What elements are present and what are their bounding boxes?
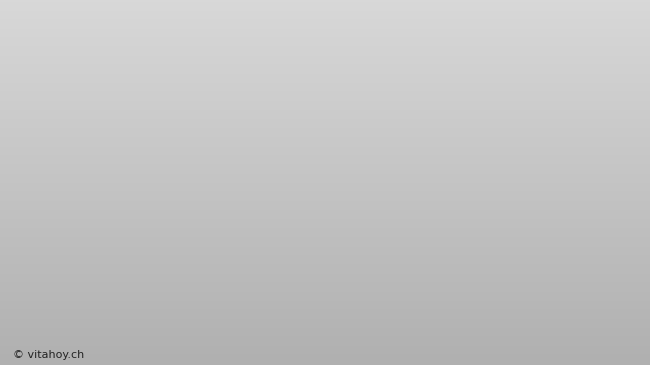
- Text: Glucides 84 %: Glucides 84 %: [277, 249, 564, 276]
- Text: Lipides 9 %: Lipides 9 %: [162, 135, 259, 161]
- Polygon shape: [191, 154, 273, 207]
- Polygon shape: [273, 154, 292, 207]
- Polygon shape: [162, 163, 273, 207]
- Text: Protéines 4 %: Protéines 4 %: [162, 172, 280, 192]
- Text: Fibres 2 %: Fibres 2 %: [162, 92, 267, 160]
- Polygon shape: [122, 155, 424, 259]
- Text: © vitahoy.ch: © vitahoy.ch: [13, 350, 84, 360]
- Text: Distribution de calories: Actilife Breakfast (Migros): Distribution de calories: Actilife Break…: [86, 52, 604, 70]
- Polygon shape: [122, 207, 424, 276]
